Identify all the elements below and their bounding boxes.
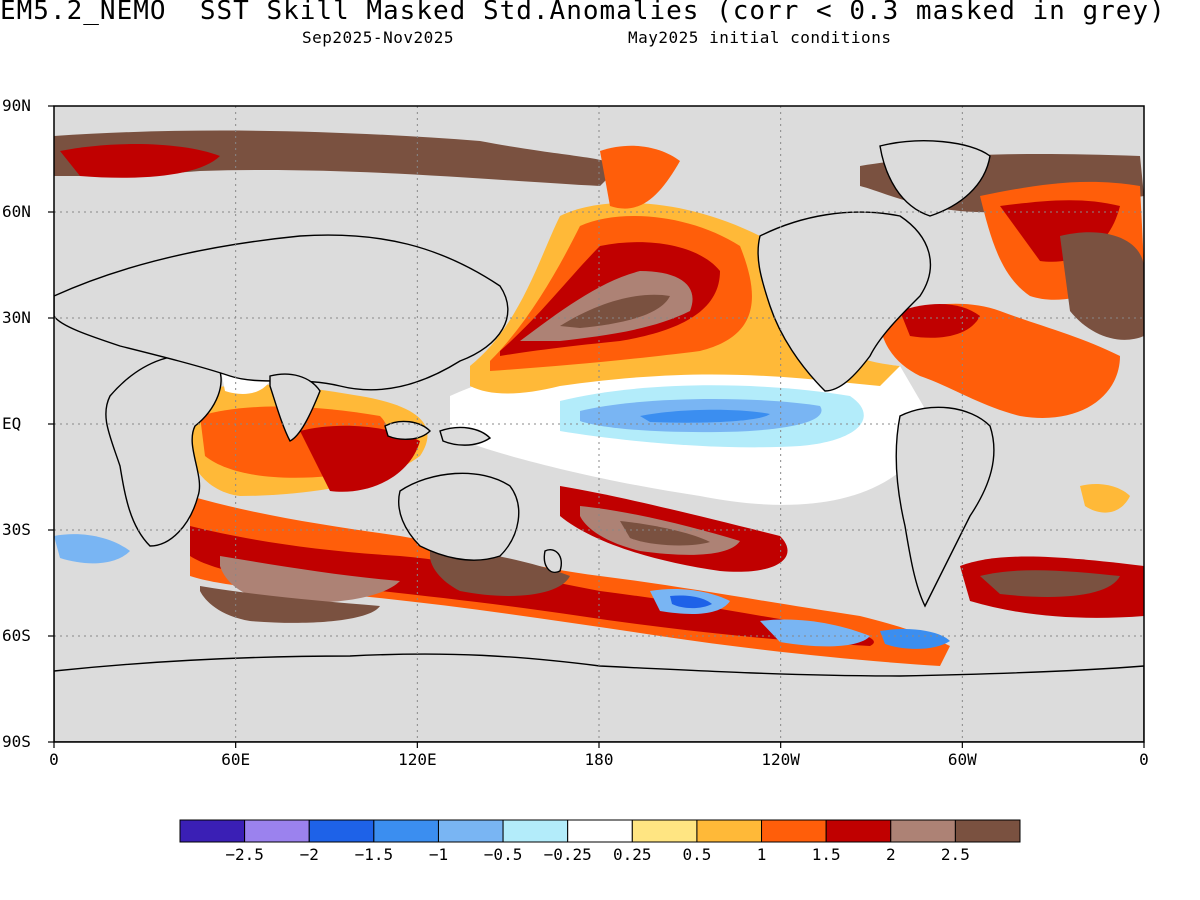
anomaly-patch [200, 586, 380, 623]
colorbar-swatch [373, 819, 439, 843]
antarctica-landmass [54, 653, 1144, 742]
anomaly-patch [670, 595, 712, 609]
colorbar-swatch [437, 819, 504, 843]
anomaly-patch [900, 304, 980, 338]
latitude-tick-label: 60S [2, 626, 31, 645]
latitude-tick-label: 90S [2, 732, 31, 751]
initial-conditions-label: May2025 initial conditions [628, 28, 892, 47]
south-america-landmass [895, 406, 995, 608]
india-landmass [269, 373, 321, 442]
north-america-landmass [757, 211, 932, 392]
colorbar-tick-label: −2.5 [225, 845, 264, 864]
anomaly-patch [880, 629, 950, 649]
longitude-tick-label: 0 [49, 750, 59, 769]
anomaly-patch [760, 619, 870, 647]
island-landmass [384, 420, 431, 440]
axis-ticks [48, 105, 1145, 748]
anomaly-patch [640, 409, 770, 423]
anomaly-patch [1060, 232, 1144, 340]
anomaly-patch [980, 570, 1120, 597]
sst-anomaly-map: 90N 60N 30N EQ 30S 60S 90S 0 60E 120E 180 120W 60W 0 [0, 96, 1200, 776]
longitude-tick-label: 0 [1139, 750, 1149, 769]
anomaly-patch [600, 145, 680, 209]
longitude-tick-label: 180 [584, 750, 614, 769]
anomaly-patch [220, 556, 400, 603]
anomaly-patch [1080, 484, 1130, 513]
colorbar-swatch [567, 819, 633, 843]
colorbar-tick-label: 2.5 [940, 845, 970, 864]
latitude-tick-label: 60N [2, 202, 31, 221]
latitude-tick-label: 30S [2, 520, 31, 539]
colorbar-swatch [890, 819, 956, 843]
colorbar-tick-label: −0.25 [543, 845, 592, 864]
longitude-tick-label: 60E [221, 750, 251, 769]
anomaly-field [54, 130, 1144, 666]
anomaly-patch [300, 425, 420, 492]
colorbar-swatch [179, 819, 246, 843]
colorbar-swatch [308, 819, 375, 843]
anomaly-patch [54, 130, 620, 186]
colorbar-tick-label: −1.5 [354, 845, 394, 864]
anomaly-patch [60, 144, 220, 178]
coastlines [54, 140, 1144, 742]
colorbar-swatch [502, 819, 569, 843]
map-canvas [48, 105, 1145, 748]
australia-landmass [398, 472, 520, 561]
latitude-tick-label: EQ [2, 414, 22, 433]
colorbar-swatch [631, 819, 698, 843]
colorbar-tick-label: 0.25 [613, 845, 652, 864]
colorbar-tick-label: −1 [428, 845, 449, 864]
colorbar-swatches [179, 819, 1021, 843]
forecast-period: Sep2025-Nov2025 [302, 28, 454, 47]
colorbar-swatch [761, 819, 827, 843]
colorbar-tick-label: 0.5 [682, 845, 712, 864]
colorbar-tick-label: 2 [885, 845, 896, 864]
colorbar-tick-label: 1.5 [811, 845, 841, 864]
anomaly-patch [560, 294, 670, 328]
longitude-tick-label: 60W [947, 750, 977, 769]
longitude-tick-label: 120E [398, 750, 437, 769]
anomaly-patch [620, 521, 710, 546]
longitude-tick-label: 120W [761, 750, 800, 769]
colorbar-swatch [244, 819, 310, 843]
colorbar-tick-label: −0.5 [483, 845, 523, 864]
colorbar-swatch [954, 819, 1021, 843]
colorbar [0, 810, 1200, 880]
anomaly-patch [54, 534, 130, 564]
colorbar-swatch [825, 819, 892, 843]
gridlines [54, 106, 1144, 742]
new-zealand-landmass [543, 549, 562, 573]
island-landmass [439, 426, 492, 446]
colorbar-tick-label: 1 [756, 845, 767, 864]
colorbar-tick-label: −2 [299, 845, 319, 864]
colorbar-swatch [696, 819, 763, 843]
latitude-tick-label: 30N [2, 308, 31, 327]
eurasia-landmass [54, 234, 509, 391]
map-title: EM5.2_NEMO SST Skill Masked Std.Anomalie… [0, 0, 1166, 26]
latitude-tick-label: 90N [2, 96, 31, 115]
